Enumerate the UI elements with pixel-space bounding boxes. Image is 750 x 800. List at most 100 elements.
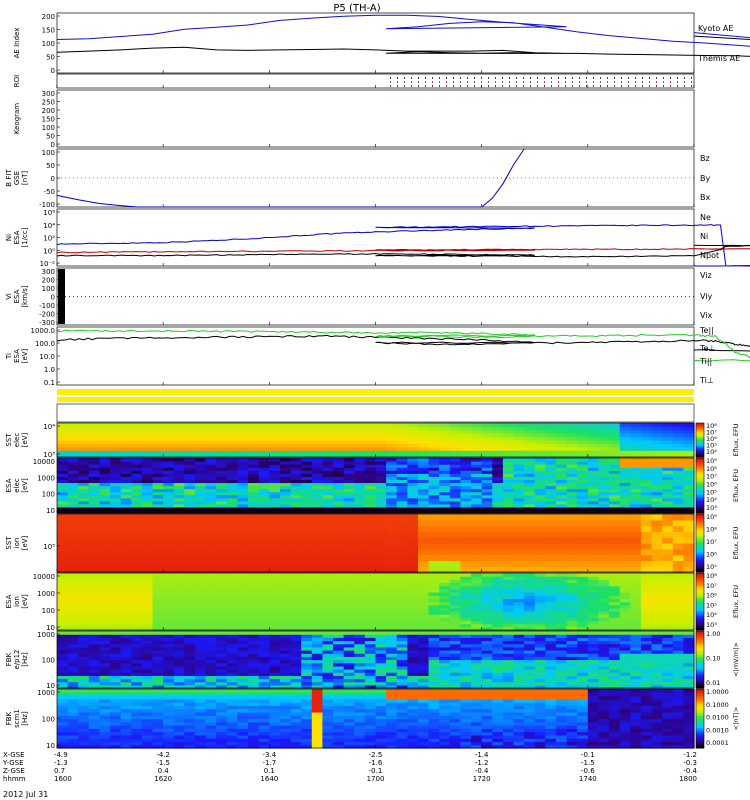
- y-axis-label: ion: [13, 538, 21, 549]
- spectrogram-cell: [662, 631, 674, 635]
- spectrogram-cell: [619, 554, 631, 561]
- spectrogram-cell: [609, 458, 621, 462]
- spectrogram-cell: [609, 650, 621, 654]
- spectrogram-cell: [195, 646, 207, 651]
- spectrogram-cell: [120, 429, 132, 434]
- spectrogram-cell: [141, 601, 154, 606]
- plot-title: P5 (TH-A): [333, 3, 380, 14]
- spectrogram-cell: [173, 525, 185, 532]
- spectrogram-cell: [492, 650, 504, 654]
- spectrogram-cell: [67, 473, 79, 477]
- spectrogram-cell: [237, 646, 249, 651]
- spectrogram-cell: [184, 473, 196, 477]
- spectrogram-cell: [120, 738, 132, 743]
- spectrogram-cell: [173, 643, 185, 648]
- spectrogram-cell: [492, 566, 504, 573]
- spectrogram-cell: [640, 640, 653, 645]
- spectrogram-cell: [417, 476, 430, 480]
- spectrogram-cell: [428, 681, 440, 686]
- y-tick-label: 100: [42, 657, 55, 665]
- spectrogram-cell: [460, 681, 472, 686]
- spectrogram-cell: [471, 595, 483, 599]
- spectrogram-cell: [152, 519, 164, 527]
- spectrogram-cell: [502, 681, 515, 686]
- spectrogram-cell: [428, 500, 440, 505]
- colorbar-swatch: [696, 467, 704, 470]
- spectrogram-cell: [587, 669, 600, 673]
- spectrogram-cell: [598, 611, 610, 615]
- spectrogram-cell: [131, 598, 143, 603]
- spectrogram-cell: [524, 582, 536, 587]
- spectrogram-cell: [290, 500, 302, 505]
- colorbar-swatch: [696, 603, 704, 607]
- spectrogram-cell: [333, 665, 345, 670]
- spectrogram-cell: [428, 662, 440, 667]
- spectrogram-cell: [449, 669, 462, 673]
- spectrogram-cell: [577, 482, 589, 487]
- spectrogram-cell: [609, 659, 621, 664]
- spectrogram-cell: [417, 443, 430, 448]
- spectrogram-cell: [279, 631, 292, 635]
- spectrogram-cell: [301, 653, 313, 657]
- spectrogram-cell: [237, 494, 249, 499]
- spectrogram-cell: [640, 566, 653, 573]
- spectrogram-cell: [471, 482, 483, 487]
- spectrogram-cell: [609, 601, 621, 606]
- spectrogram-cell: [651, 509, 663, 514]
- colorbar-swatch: [696, 508, 704, 512]
- spectrogram-cell: [630, 458, 642, 462]
- spectrogram-cell: [492, 426, 504, 431]
- spectrogram-cell: [513, 467, 525, 471]
- spectrogram-cell: [502, 485, 515, 490]
- spectrogram-cell: [301, 585, 313, 590]
- spectrogram-cell: [492, 585, 504, 590]
- spectrogram-cell: [566, 675, 578, 680]
- spectrogram-cell: [396, 436, 408, 441]
- colorbar-swatch: [696, 545, 704, 549]
- spectrogram-cell: [651, 467, 663, 471]
- spectrogram-cell: [343, 598, 355, 603]
- y-axis-label: FBK: [5, 652, 13, 666]
- colorbar-tick-label: 10⁴: [706, 448, 717, 456]
- spectrogram-cell: [290, 614, 302, 618]
- spectrogram-cell: [333, 579, 345, 584]
- spectrogram-cell: [311, 640, 324, 645]
- spectrogram-cell: [290, 656, 302, 661]
- spectrogram-cell: [184, 433, 196, 438]
- spectrogram-cell: [184, 548, 196, 556]
- spectrogram-cell: [492, 503, 504, 508]
- spectrogram-cell: [428, 672, 440, 676]
- spectrogram-cell: [78, 579, 90, 584]
- spectrogram-cell: [279, 464, 292, 468]
- spectrogram-cell: [609, 611, 621, 615]
- spectrogram-cell: [322, 637, 334, 642]
- spectrogram-cell: [471, 554, 483, 561]
- spectrogram-cell: [566, 588, 578, 593]
- spectrogram-cell: [110, 423, 122, 427]
- spectrogram-cell: [269, 497, 281, 502]
- spectrogram-cell: [269, 614, 281, 618]
- spectrogram-cell: [481, 500, 493, 505]
- spectrogram-cell: [205, 461, 217, 465]
- spectrogram-cell: [513, 656, 525, 661]
- spectrogram-cell: [683, 598, 695, 603]
- spectrogram-cell: [333, 426, 345, 431]
- spectrogram-cell: [386, 467, 398, 471]
- spectrogram-cell: [651, 426, 663, 431]
- spectrogram-cell: [587, 426, 600, 431]
- spectrogram-cell: [163, 554, 175, 561]
- spectrogram-cell: [609, 637, 621, 642]
- spectrogram-cell: [152, 560, 164, 567]
- spectrogram-cell: [333, 436, 345, 441]
- spectrogram-cell: [577, 653, 589, 657]
- spectrogram-cell: [364, 548, 377, 556]
- spectrogram-cell: [78, 744, 90, 749]
- spectrogram-cell: [269, 440, 281, 444]
- spectrogram-cell: [449, 548, 462, 556]
- spectrogram-cell: [524, 537, 536, 544]
- spectrogram-cell: [57, 702, 69, 706]
- spectrogram-cell: [120, 579, 132, 584]
- spectrogram-cell: [640, 601, 653, 606]
- spectrogram-cell: [449, 560, 462, 567]
